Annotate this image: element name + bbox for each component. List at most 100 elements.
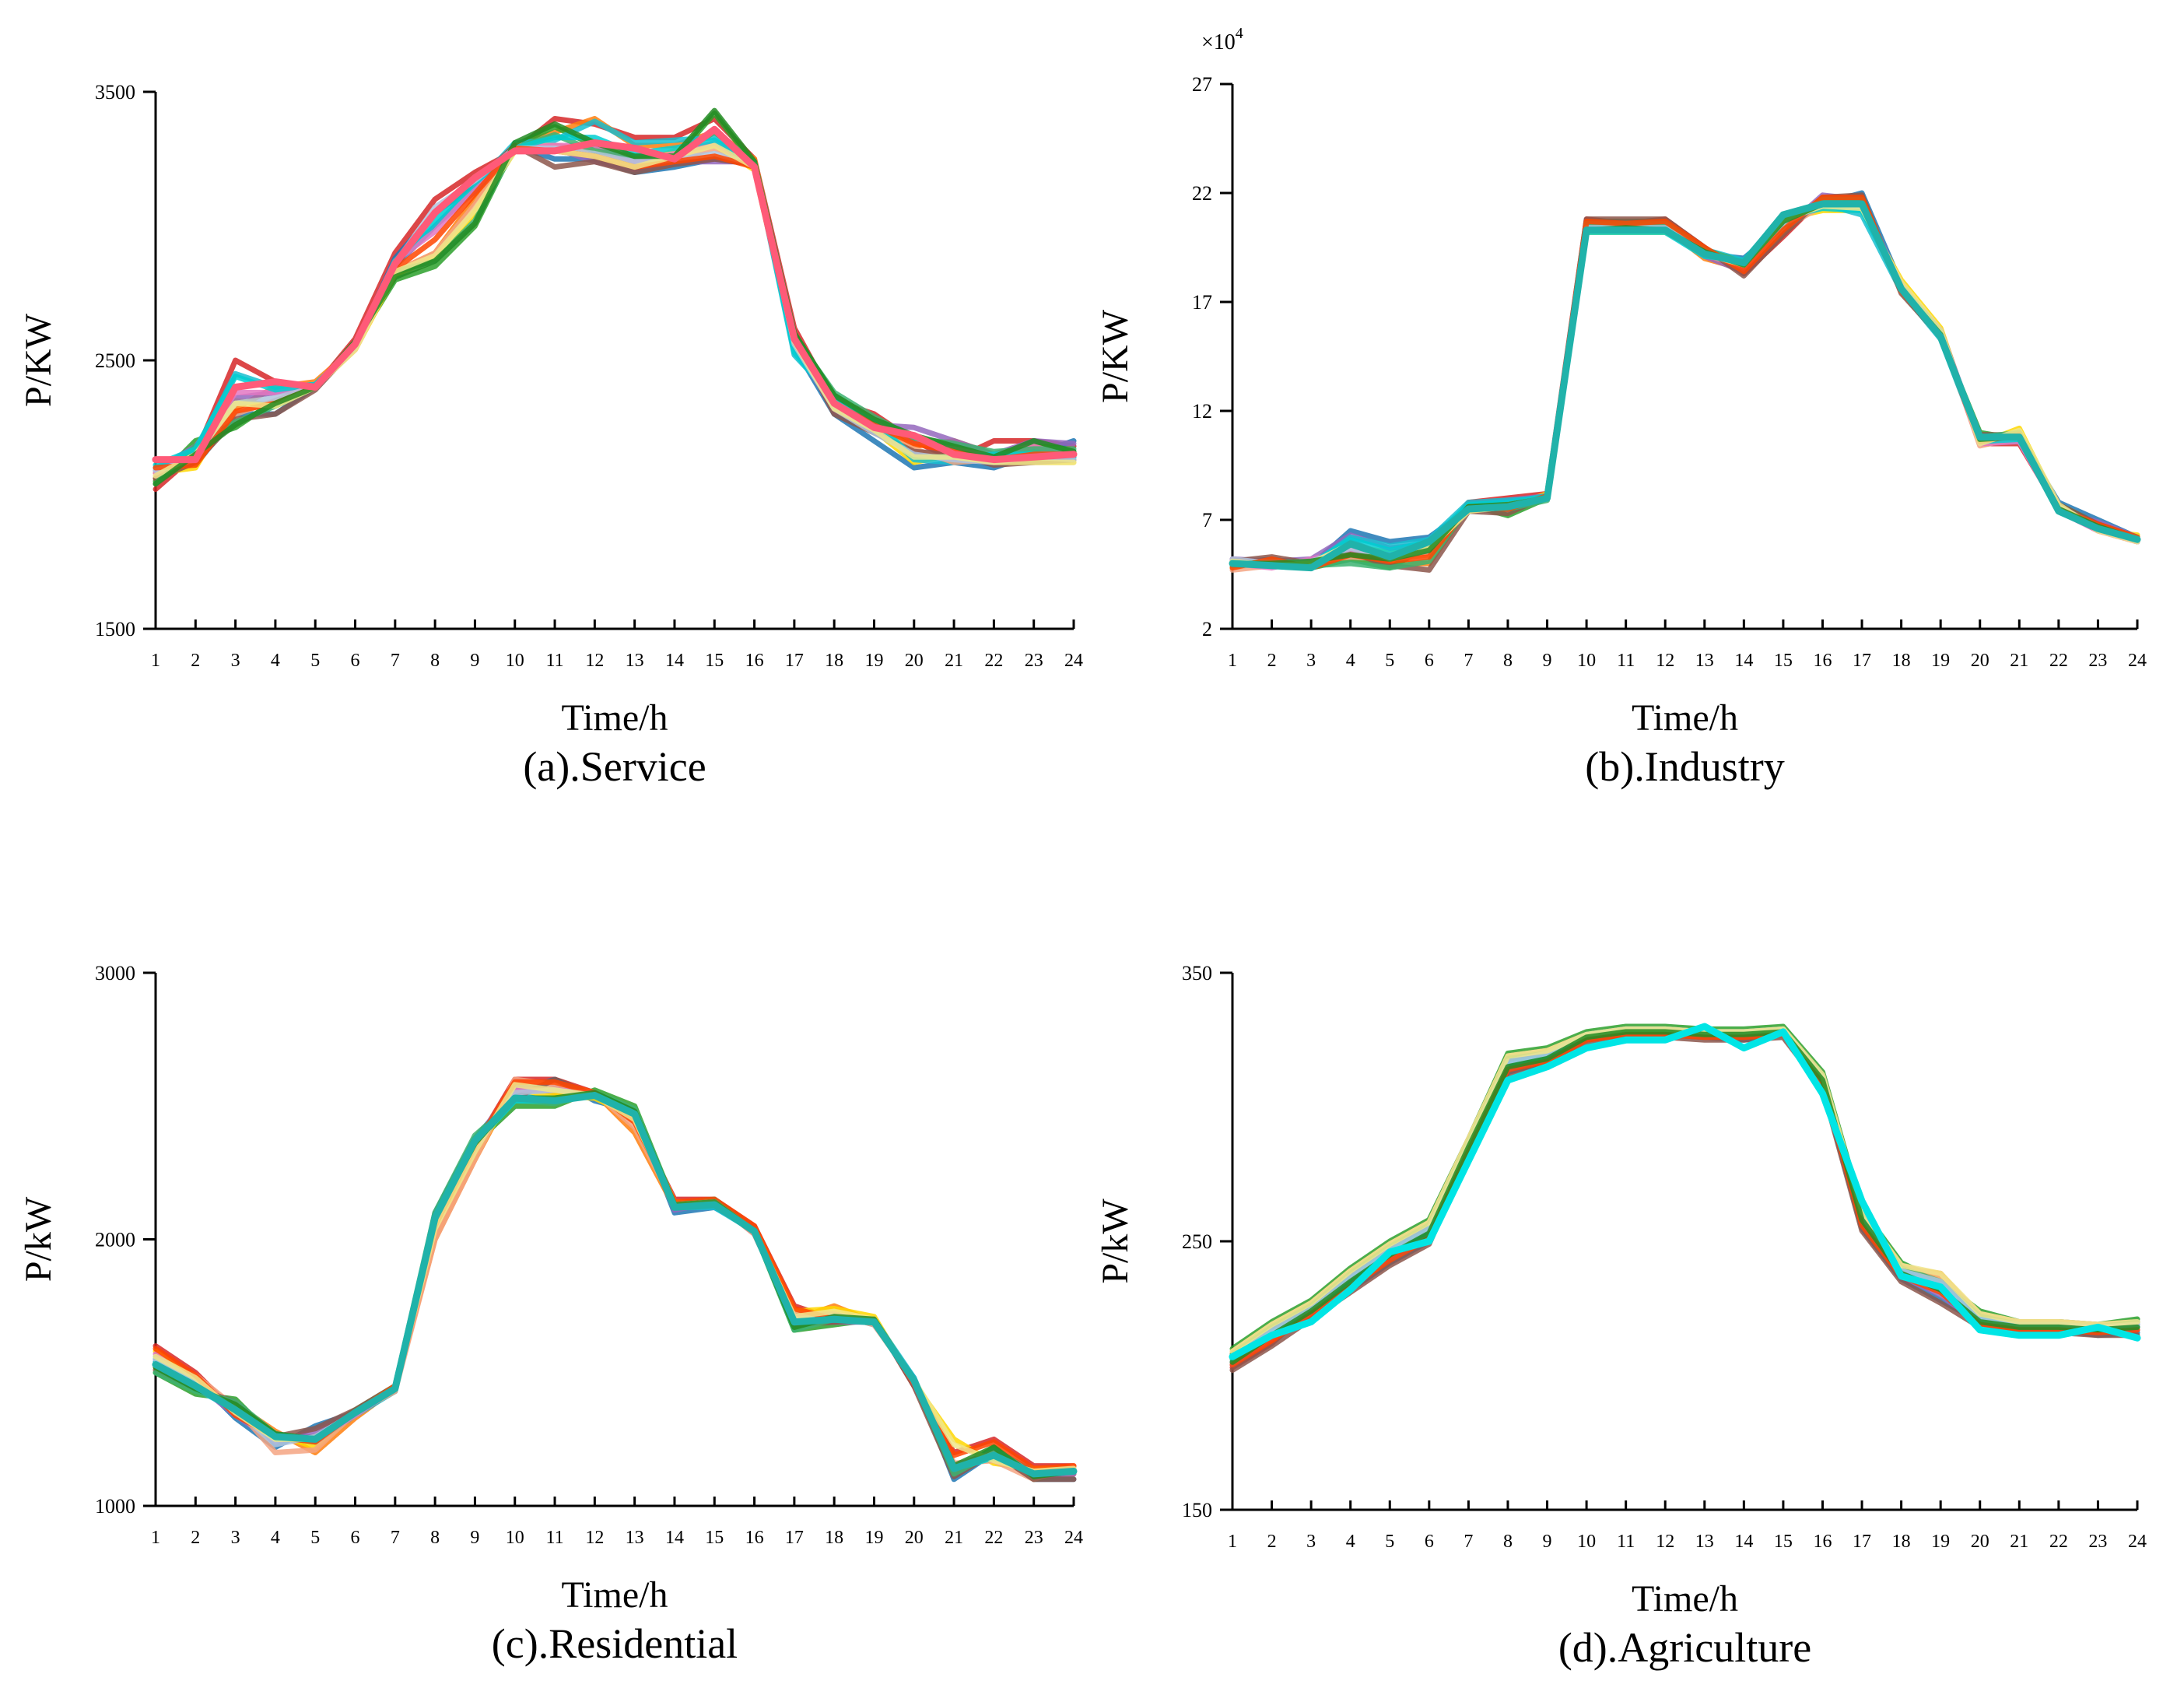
axis-multiplier: ×104 — [1201, 25, 1243, 54]
x-tick-label: 20 — [1971, 1532, 1989, 1552]
x-tick-label: 18 — [1892, 651, 1911, 671]
x-tick-label: 16 — [1813, 1532, 1832, 1552]
x-axis-label: Time/h — [1632, 1578, 1738, 1620]
series-line-14 — [152, 145, 1077, 471]
series-line-17 — [1229, 1023, 2141, 1360]
series-line-17 — [152, 1092, 1078, 1478]
x-tick-label: 2 — [191, 1528, 200, 1548]
x-tick-label: 17 — [785, 1528, 804, 1548]
x-tick-label: 5 — [1385, 1532, 1394, 1552]
series-line-6 — [152, 145, 1077, 473]
x-tick-label: 7 — [391, 1528, 400, 1548]
x-tick-label: 21 — [2010, 1532, 2028, 1552]
series-line-7 — [1229, 1026, 2140, 1360]
x-tick-label: 10 — [1577, 651, 1596, 671]
x-tick-label: 4 — [271, 651, 280, 671]
x-tick-label: 16 — [745, 651, 764, 671]
y-tick-label: 2000 — [95, 1229, 135, 1251]
x-tick-label: 23 — [2088, 651, 2107, 671]
x-tick-label: 12 — [1656, 651, 1674, 671]
x-tick-label: 11 — [1617, 651, 1635, 671]
x-tick-label: 19 — [864, 651, 883, 671]
x-tick-label: 4 — [1346, 651, 1355, 671]
x-tick-label: 9 — [1543, 651, 1552, 671]
series-line-11 — [1229, 196, 2140, 571]
x-tick-label: 3 — [231, 651, 240, 671]
x-tick-label: 22 — [984, 651, 1003, 671]
series-line-15 — [152, 142, 1077, 479]
x-tick-label: 8 — [430, 651, 440, 671]
series-line-8 — [1229, 203, 2140, 573]
x-tick-label: 10 — [506, 651, 524, 671]
x-axis-label: Time/h — [562, 697, 668, 739]
x-tick-label: 23 — [1025, 1528, 1043, 1548]
x-tick-label: 22 — [2049, 651, 2068, 671]
x-tick-label: 13 — [1695, 651, 1714, 671]
x-tick-label: 3 — [231, 1528, 240, 1548]
x-tick-label: 14 — [1734, 651, 1753, 671]
y-tick-label: 1000 — [95, 1495, 135, 1518]
series-line-9 — [152, 142, 1077, 482]
series-line-3 — [1229, 196, 2140, 571]
series-line-10 — [1229, 198, 2140, 571]
x-tick-label: 17 — [785, 651, 804, 671]
x-tick-label: 16 — [1813, 651, 1832, 671]
x-tick-label: 3 — [1306, 1532, 1316, 1552]
x-tick-label: 9 — [470, 1528, 479, 1548]
x-tick-label: 19 — [1931, 651, 1950, 671]
series-line-9 — [1229, 192, 2140, 573]
series-line-10 — [152, 140, 1077, 476]
series-line-1 — [1229, 195, 2140, 567]
x-tick-label: 15 — [1774, 651, 1793, 671]
x-tick-label: 13 — [1695, 1532, 1714, 1552]
y-tick-label: 350 — [1182, 962, 1212, 984]
series-line-2 — [1229, 1031, 2140, 1365]
x-tick-label: 19 — [864, 1528, 883, 1548]
x-tick-label: 5 — [310, 1528, 320, 1548]
x-tick-label: 1 — [1228, 1532, 1237, 1552]
series-line-16 — [1229, 1029, 2140, 1365]
x-tick-label: 6 — [351, 651, 360, 671]
x-tick-label: 10 — [506, 1528, 524, 1548]
series-line-10 — [1229, 1029, 2140, 1365]
x-tick-label: 20 — [905, 1528, 924, 1548]
panel-caption: (c).Residential — [492, 1620, 738, 1667]
x-tick-label: 14 — [665, 651, 684, 671]
series-line-4 — [1229, 198, 2140, 571]
x-tick-label: 11 — [545, 1528, 563, 1548]
y-tick-label: 150 — [1182, 1499, 1212, 1521]
x-tick-label: 12 — [1656, 1532, 1674, 1552]
series-line-5 — [1229, 207, 2140, 567]
x-tick-label: 9 — [470, 651, 479, 671]
y-axis-label: P/KW — [18, 313, 59, 407]
y-tick-label: 250 — [1182, 1230, 1212, 1253]
x-tick-label: 5 — [1385, 651, 1394, 671]
x-tick-label: 12 — [585, 651, 604, 671]
x-tick-label: 14 — [665, 1528, 684, 1548]
series-line-12 — [1229, 1029, 2140, 1363]
series-line-12 — [1229, 205, 2140, 567]
x-tick-label: 22 — [984, 1528, 1003, 1548]
y-tick-label: 3000 — [95, 962, 135, 984]
series-line-15 — [1229, 203, 2140, 569]
x-tick-label: 21 — [2010, 651, 2028, 671]
x-tick-label: 19 — [1931, 1532, 1950, 1552]
series-line-3 — [152, 116, 1077, 482]
panel-caption: (b).Industry — [1585, 743, 1784, 790]
x-tick-label: 7 — [1464, 651, 1473, 671]
x-tick-label: 17 — [1853, 651, 1871, 671]
x-tick-label: 6 — [351, 1528, 360, 1548]
x-tick-label: 24 — [2128, 1532, 2147, 1552]
series-line-14 — [1229, 195, 2140, 571]
series-line-5 — [152, 142, 1077, 476]
series-line-11 — [152, 129, 1077, 487]
series-line-16 — [1229, 201, 2140, 567]
y-tick-label: 12 — [1192, 400, 1212, 423]
panel-caption: (a).Service — [523, 743, 706, 790]
y-tick-label: 2500 — [95, 349, 135, 372]
x-tick-label: 20 — [905, 651, 924, 671]
y-axis-label: P/kW — [18, 1196, 59, 1282]
